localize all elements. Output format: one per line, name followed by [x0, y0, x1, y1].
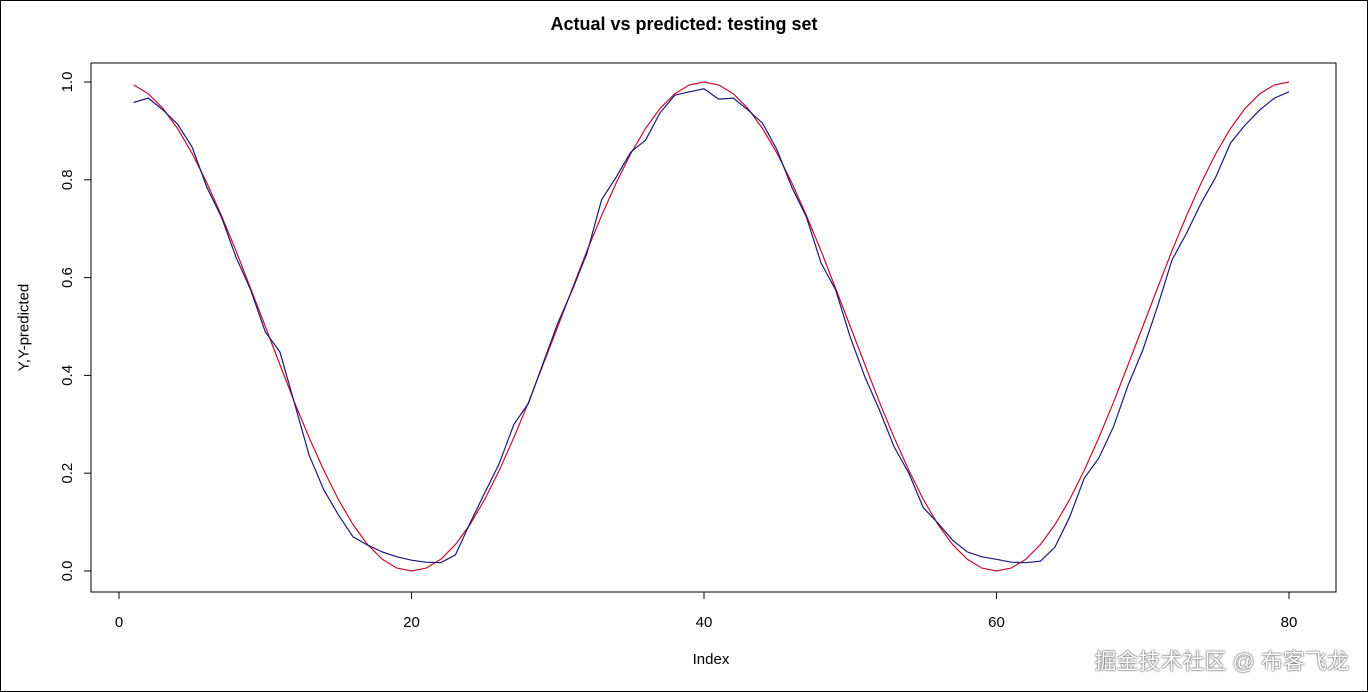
y-tick-label: 0.6 — [59, 267, 76, 288]
series-line-predicted — [133, 88, 1290, 564]
x-tick-label: 40 — [696, 614, 713, 631]
y-tick-label: 0.8 — [59, 169, 76, 190]
y-tick-label: 0.0 — [59, 561, 76, 582]
y-tick-label: 0.2 — [59, 463, 76, 484]
watermark: 掘金技术社区 @ 布客飞龙 — [1094, 649, 1349, 674]
x-tick-label: 80 — [1281, 614, 1298, 631]
x-tick-label: 0 — [115, 614, 123, 631]
plot-box — [90, 62, 1337, 593]
y-tick-label: 1.0 — [59, 72, 76, 93]
y-axis-label: Y,Y-predicted — [15, 283, 33, 372]
y-tick-label: 0.4 — [59, 365, 76, 386]
x-axis-label: Index — [692, 651, 730, 668]
x-tick-label: 60 — [988, 614, 1005, 631]
x-tick-label: 20 — [403, 614, 420, 631]
chart-title: Actual vs predicted: testing set — [550, 14, 818, 34]
series-line-actual — [133, 81, 1290, 572]
